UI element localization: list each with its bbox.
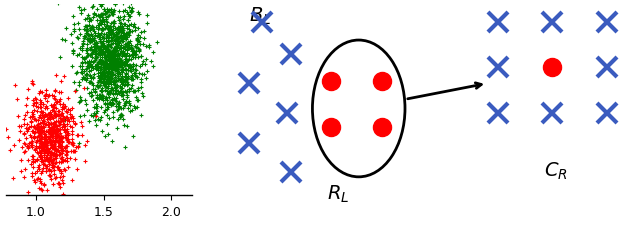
Text: $C_R$: $C_R$	[544, 160, 568, 182]
Ellipse shape	[313, 41, 405, 177]
Text: $R_L$: $R_L$	[327, 183, 349, 204]
Text: $B_L$: $B_L$	[249, 6, 271, 27]
